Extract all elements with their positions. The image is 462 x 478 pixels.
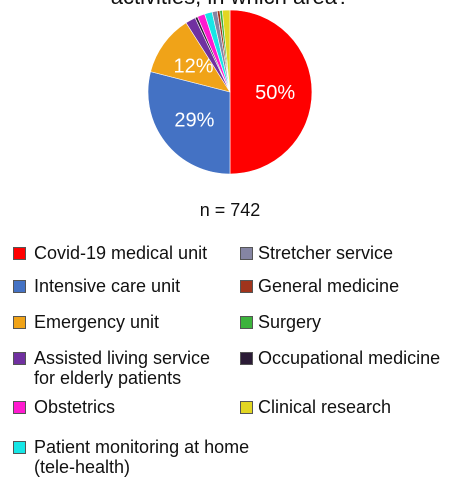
pie-slice [221,9,231,93]
legend-swatch [240,247,253,260]
legend-label: Stretcher service [258,243,394,263]
legend-label: Emergency unit [34,312,160,332]
slice-label: 29% [174,110,214,132]
slice-label: 50% [255,82,295,104]
chart-title: activities, in which area? [111,0,349,9]
legend-swatch [240,401,253,414]
legend-swatch [240,316,253,329]
legend-label: Clinical research [258,397,392,417]
legend-swatch [13,280,26,293]
legend-swatch [240,352,253,365]
pie-slice [150,22,231,93]
slice-label: 12% [173,55,213,77]
legend-label: Occupational medicine [258,348,441,368]
legend-swatch [13,401,26,414]
legend-label: Covid-19 medical unit [34,243,208,263]
legend-label: Obstetrics [34,397,116,417]
pie-slice [147,71,231,175]
legend-label: Intensive care unit [34,276,181,296]
sample-size: n = 742 [200,200,261,220]
legend-swatch [13,441,26,454]
legend-swatch [13,352,26,365]
legend-label: Patient monitoring at home (tele-health) [34,437,250,477]
legend-swatch [240,280,253,293]
legend-swatch [13,316,26,329]
pie-slice [229,9,313,175]
legend-label: General medicine [258,276,400,296]
legend-label: Surgery [258,312,322,332]
legend-swatch [13,247,26,260]
legend-label: Assisted living service for elderly pati… [34,348,211,388]
